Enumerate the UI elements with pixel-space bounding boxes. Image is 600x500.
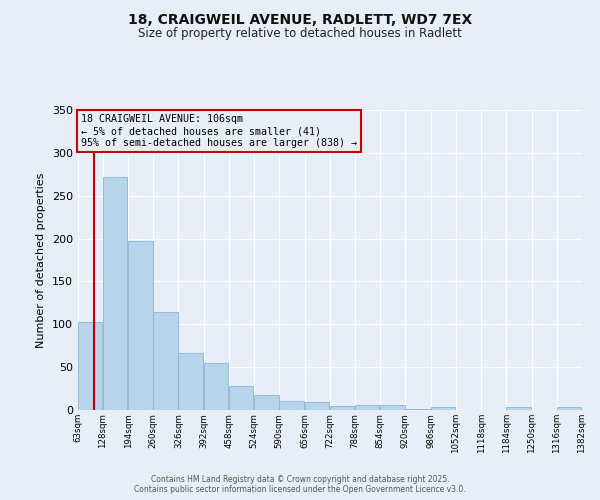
Bar	[330, 406, 354, 410]
Text: Size of property relative to detached houses in Radlett: Size of property relative to detached ho…	[138, 28, 462, 40]
Bar	[431, 408, 455, 410]
Text: Contains public sector information licensed under the Open Government Licence v3: Contains public sector information licen…	[134, 485, 466, 494]
Bar	[254, 394, 278, 410]
Bar	[103, 177, 127, 410]
Bar	[506, 406, 531, 410]
Text: 18, CRAIGWEIL AVENUE, RADLETT, WD7 7EX: 18, CRAIGWEIL AVENUE, RADLETT, WD7 7EX	[128, 12, 472, 26]
Bar	[380, 405, 405, 410]
Bar	[557, 408, 581, 410]
Bar	[78, 322, 103, 410]
Bar	[355, 405, 379, 410]
Bar	[406, 409, 430, 410]
Y-axis label: Number of detached properties: Number of detached properties	[37, 172, 46, 348]
Bar	[178, 352, 203, 410]
Bar	[153, 312, 178, 410]
Text: 18 CRAIGWEIL AVENUE: 106sqm
← 5% of detached houses are smaller (41)
95% of semi: 18 CRAIGWEIL AVENUE: 106sqm ← 5% of deta…	[80, 114, 356, 148]
Bar	[128, 241, 152, 410]
Bar	[280, 400, 304, 410]
Bar	[204, 363, 228, 410]
Text: Contains HM Land Registry data © Crown copyright and database right 2025.: Contains HM Land Registry data © Crown c…	[151, 475, 449, 484]
Bar	[305, 402, 329, 410]
Bar	[229, 386, 253, 410]
